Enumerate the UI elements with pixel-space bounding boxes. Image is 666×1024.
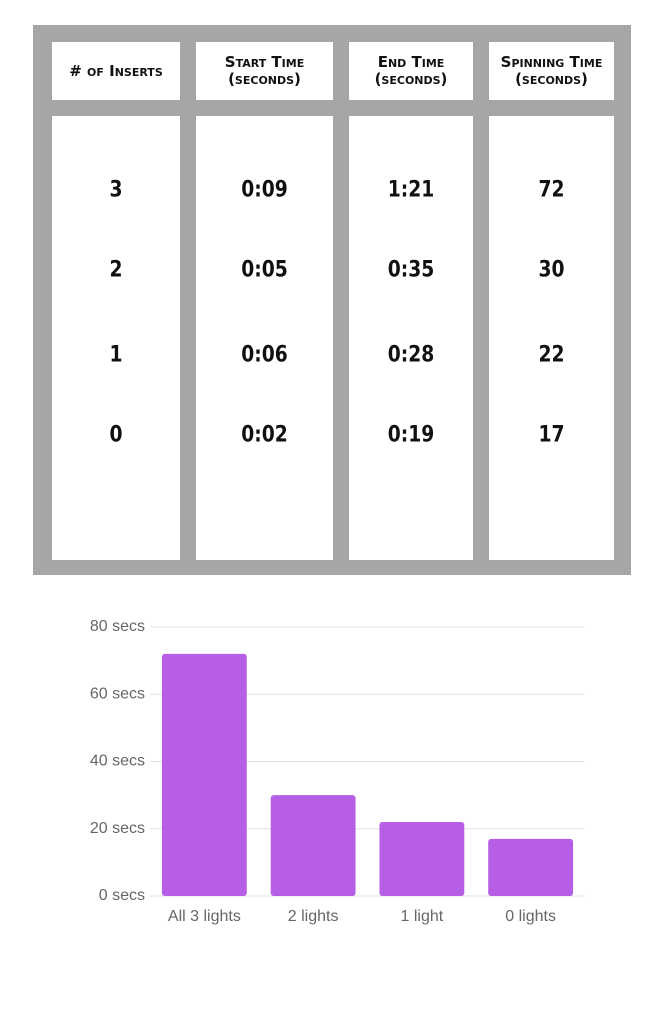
bar (379, 822, 465, 896)
table-cell: 3 (109, 177, 123, 203)
bar (161, 653, 247, 896)
y-tick-label: 80 secs (90, 618, 145, 635)
column-body: 72 30 22 17 (489, 116, 614, 560)
x-tick-label: 1 light (401, 908, 444, 925)
column-body: 0:09 0:05 0:06 0:02 (196, 116, 333, 560)
header-cell: End Time (seconds) (349, 42, 473, 100)
table-cell: 0:06 (241, 342, 288, 368)
y-tick-label: 20 secs (90, 820, 145, 837)
x-tick-label: All 3 lights (168, 908, 241, 925)
column-body: 1:21 0:35 0:28 0:19 (349, 116, 473, 560)
table-cell: 1 (109, 342, 123, 368)
y-tick-label: 0 secs (99, 887, 145, 904)
table-cell: 0:02 (241, 422, 288, 448)
table-cell: 0:05 (241, 257, 288, 283)
column-body: 3 2 1 0 (52, 116, 180, 560)
x-tick-label: 0 lights (505, 908, 556, 925)
table-cell: 0:35 (387, 257, 435, 283)
chart: 0 secs 20 secs 40 secs 60 secs 80 secs All 3 … (90, 618, 585, 925)
table-cell: 30 (538, 257, 565, 283)
table-cell: 22 (538, 342, 565, 368)
table-cell: 0:28 (387, 342, 435, 368)
table-cell: 1:21 (387, 177, 435, 203)
y-tick-label: 60 secs (90, 685, 145, 702)
header-cell: Spinning Time (seconds) (489, 42, 614, 100)
x-tick-label: 2 lights (288, 908, 339, 925)
data-table: # of Inserts 3 2 1 0 Start Time (seconds) 0:09… (33, 25, 631, 575)
bar (270, 795, 356, 896)
table-cell: 0:09 (241, 177, 288, 203)
table-cell: 2 (109, 257, 123, 283)
y-tick-label: 40 secs (90, 753, 145, 770)
table-cell: 0 (109, 422, 123, 448)
table-cell: 72 (538, 177, 565, 203)
header-cell: Start Time (seconds) (196, 42, 333, 100)
header-cell: # of Inserts (52, 42, 180, 100)
table-cell: 0:19 (387, 422, 435, 448)
bar (488, 838, 574, 896)
table-cell: 17 (538, 422, 565, 448)
